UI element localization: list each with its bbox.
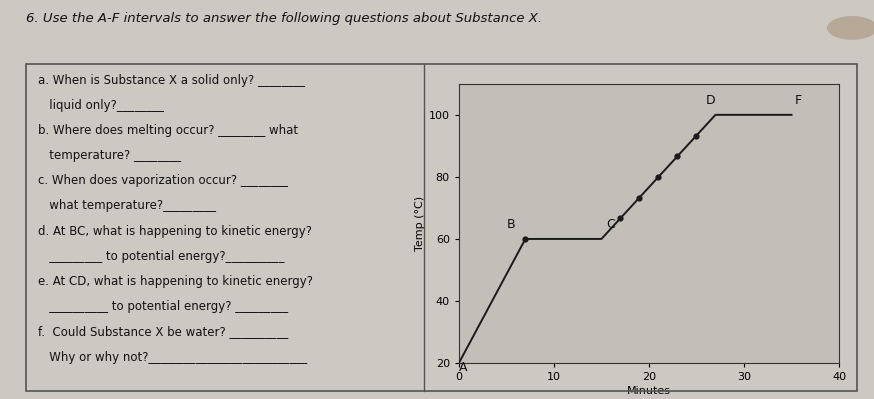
Point [633, 194, 647, 201]
Text: C: C [607, 218, 615, 231]
Point [614, 215, 628, 221]
Point [690, 132, 704, 139]
Text: what temperature?_________: what temperature?_________ [38, 200, 216, 213]
X-axis label: Minutes: Minutes [627, 386, 671, 396]
Y-axis label: Temp (°C): Temp (°C) [414, 196, 425, 251]
Text: __________ to potential energy? _________: __________ to potential energy? ________… [38, 300, 288, 313]
Text: temperature? ________: temperature? ________ [38, 149, 181, 162]
Text: f.  Could Substance X be water? __________: f. Could Substance X be water? _________… [38, 325, 288, 338]
Point [518, 236, 532, 242]
Text: b. Where does melting occur? ________ what: b. Where does melting occur? ________ wh… [38, 124, 298, 137]
Point [651, 174, 665, 180]
Text: e. At CD, what is happening to kinetic energy?: e. At CD, what is happening to kinetic e… [38, 275, 313, 288]
Text: _________ to potential energy?__________: _________ to potential energy?__________ [38, 250, 285, 263]
Text: A: A [460, 361, 468, 374]
Text: a. When is Substance X a solid only? ________: a. When is Substance X a solid only? ___… [38, 74, 305, 87]
Point [670, 153, 684, 159]
Text: Why or why not?___________________________: Why or why not?_________________________… [38, 350, 308, 363]
Text: liquid only?________: liquid only?________ [38, 99, 164, 112]
Text: D: D [706, 94, 716, 107]
Text: B: B [507, 218, 516, 231]
Text: d. At BC, what is happening to kinetic energy?: d. At BC, what is happening to kinetic e… [38, 225, 312, 238]
Text: 6. Use the A-F intervals to answer the following questions about Substance X.: 6. Use the A-F intervals to answer the f… [26, 12, 543, 25]
Text: F: F [794, 94, 801, 107]
Text: c. When does vaporization occur? ________: c. When does vaporization occur? _______… [38, 174, 288, 187]
